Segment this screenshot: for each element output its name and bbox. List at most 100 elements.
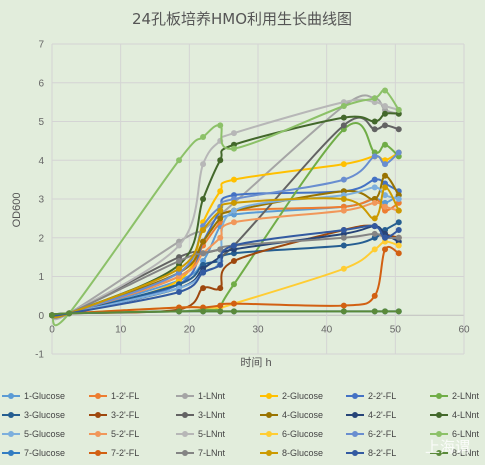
watermark: 上海谓 (425, 438, 470, 456)
series-7-LNnt (49, 230, 402, 319)
y-tick-label: -1 (35, 350, 44, 361)
y-tick-label: 1 (38, 272, 44, 283)
legend-item: 5-2'-FL (89, 429, 139, 439)
legend-label: 7-Glucose (24, 448, 65, 458)
axis-tick-labels: -1 0 1 2 3 4 5 6 7 0 10 20 30 40 50 60 (35, 40, 470, 361)
data-point (230, 281, 237, 288)
legend-label: 8-LNnt (452, 448, 480, 458)
data-point (340, 234, 347, 241)
data-point (340, 103, 347, 109)
data-point (217, 234, 224, 241)
legend-label: 1-LNnt (198, 391, 226, 401)
legend-item: 6-LNnt (430, 429, 480, 439)
data-point (371, 184, 378, 191)
data-point (371, 95, 378, 102)
data-point (176, 157, 183, 164)
data-point (230, 176, 237, 183)
series-8-LNnt (49, 308, 402, 319)
series-line (51, 224, 400, 317)
legend-label: 4-LNnt (452, 410, 480, 420)
data-point (217, 215, 224, 222)
data-point (200, 196, 207, 202)
legend-label: 3-Glucose (24, 410, 65, 420)
data-point (395, 227, 402, 233)
data-point (217, 188, 224, 195)
y-tick-label: 0 (38, 311, 44, 322)
legend-label: 2-LNnt (452, 391, 480, 401)
data-point (395, 308, 402, 315)
legend-swatch-marker (266, 393, 272, 399)
data-point (371, 176, 378, 183)
data-point (382, 141, 389, 148)
data-point (395, 149, 402, 156)
data-point (340, 196, 347, 202)
data-point (176, 242, 183, 249)
legend-item: 1-LNnt (176, 391, 226, 401)
y-tick-label: 6 (38, 78, 44, 89)
series-line (51, 151, 400, 318)
data-point (176, 289, 183, 295)
data-point (382, 192, 389, 199)
x-tick-label: 50 (390, 324, 402, 335)
legend-label: 1-Glucose (24, 391, 65, 401)
data-point (200, 308, 207, 315)
data-point (230, 199, 237, 206)
data-point (340, 207, 347, 214)
legend-item: 3-Glucose (2, 410, 65, 420)
legend-swatch-marker (182, 450, 188, 456)
legend-swatch-marker (8, 450, 14, 456)
legend-label: 6-LNnt (452, 429, 480, 439)
legend-swatch-marker (95, 450, 101, 456)
data-point (230, 219, 237, 226)
data-point (230, 145, 237, 152)
legend-item: 2-LNnt (430, 391, 480, 401)
legend-item: 6-2'-FL (346, 429, 396, 439)
legend-label: 8-Glucose (282, 448, 323, 458)
data-point (230, 242, 237, 249)
data-point (371, 308, 378, 315)
data-point (217, 246, 224, 253)
x-tick-label: 40 (321, 324, 333, 335)
data-point (382, 246, 389, 253)
data-point (371, 292, 378, 299)
series-line (51, 186, 400, 319)
legend-swatch-marker (436, 412, 442, 418)
legend-swatch-marker (182, 393, 188, 399)
data-point (382, 234, 389, 241)
legend-label: 7-LNnt (198, 448, 226, 458)
legend-swatch-marker (266, 412, 272, 418)
legend-label: 5-2'-FL (111, 429, 139, 439)
legend-item: 7-Glucose (2, 448, 65, 458)
data-point (395, 250, 402, 257)
data-point (200, 250, 207, 257)
chart-series (49, 87, 402, 327)
data-point (340, 227, 347, 233)
data-point (382, 87, 389, 94)
legend-item: 8-Glucose (260, 448, 323, 458)
data-point (340, 265, 347, 272)
data-point (230, 308, 237, 315)
legend-item: 1-2'-FL (89, 391, 139, 401)
data-point (340, 122, 347, 129)
legend-swatch-marker (8, 412, 14, 418)
legend-item: 8-2'-FL (346, 448, 396, 458)
data-point (217, 302, 224, 309)
series-line (51, 89, 400, 327)
legend-item: 6-Glucose (260, 429, 323, 439)
data-point (340, 161, 347, 168)
legend-swatch-marker (436, 431, 442, 437)
y-tick-label: 3 (38, 195, 44, 206)
data-point (340, 302, 347, 309)
data-point (371, 246, 378, 253)
legend-item: 7-2'-FL (89, 448, 139, 458)
legend-label: 8-2'-FL (368, 448, 396, 458)
data-point (371, 215, 378, 222)
legend-item: 5-LNnt (176, 429, 226, 439)
legend-item: 2-2'-FL (346, 391, 396, 401)
legend-item: 3-LNnt (176, 410, 226, 420)
data-point (217, 157, 224, 164)
legend-label: 1-2'-FL (111, 391, 139, 401)
data-point (395, 234, 402, 241)
data-point (230, 130, 237, 137)
legend-swatch-marker (8, 431, 14, 437)
